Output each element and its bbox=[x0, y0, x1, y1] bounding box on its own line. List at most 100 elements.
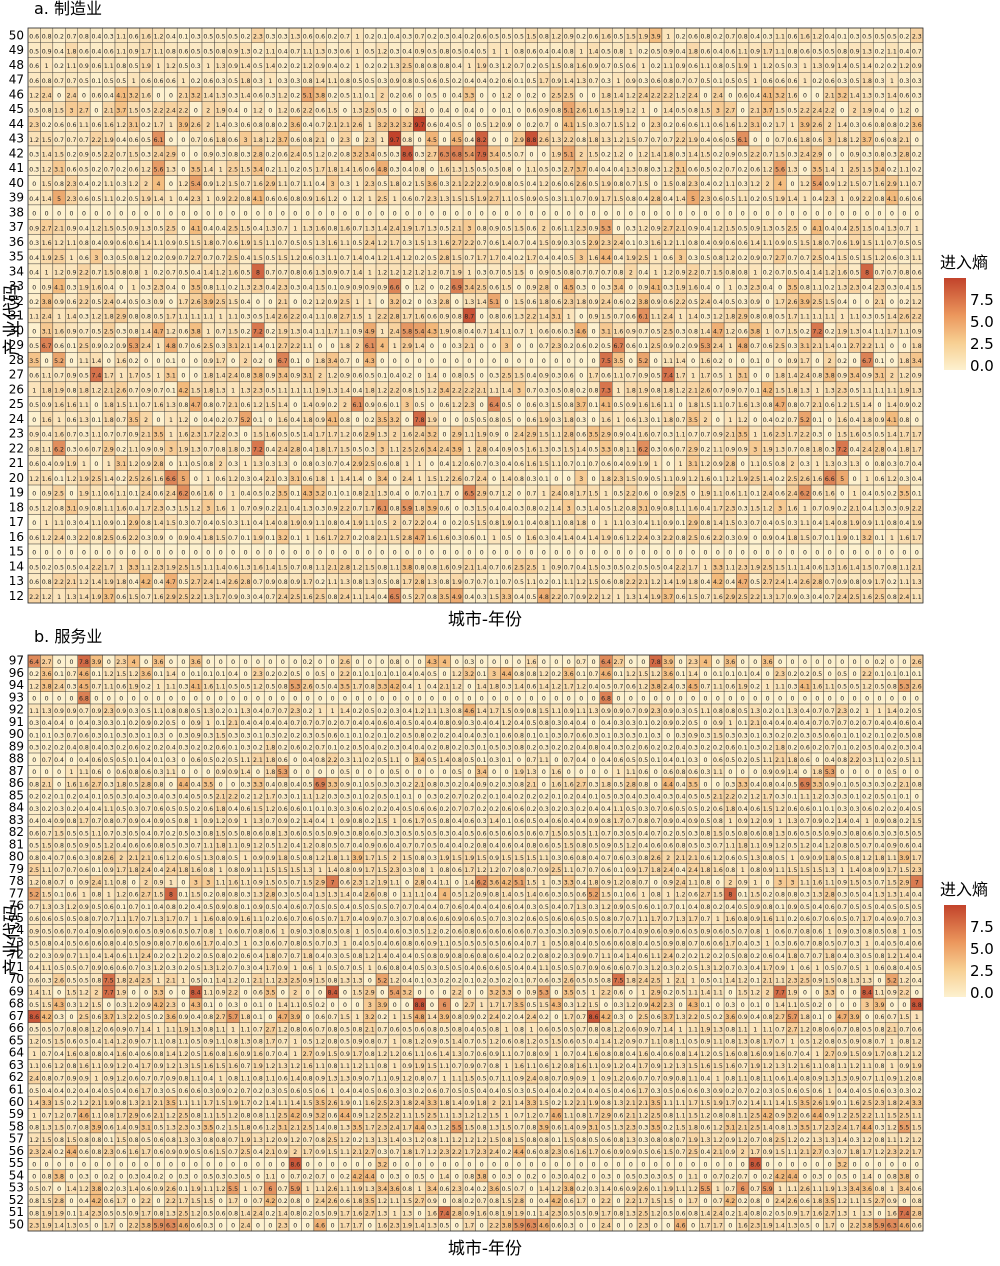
heatmap-a-cell-label: 4.1 bbox=[253, 196, 263, 203]
heatmap-a-cell-label: 0.4 bbox=[241, 255, 251, 262]
heatmap-a-cell-label: 2.8 bbox=[390, 314, 400, 321]
heatmap-a-cell-label: 3.1 bbox=[750, 122, 760, 129]
heatmap-a-cell-label: 0 bbox=[94, 211, 98, 218]
heatmap-a-cell-label: 0.1 bbox=[265, 535, 275, 542]
heatmap-a-cell-label: 0.8 bbox=[129, 255, 139, 262]
heatmap-a-cell-label: 0.2 bbox=[241, 34, 251, 41]
heatmap-a-cell-label: 0 bbox=[592, 476, 596, 483]
heatmap-a-cell-label: 0 bbox=[107, 358, 111, 365]
heatmap-a-cell-label: 1 bbox=[753, 78, 757, 85]
heatmap-a-cell-label: 0.9 bbox=[825, 63, 835, 70]
heatmap-a-cell-label: 0.6 bbox=[464, 461, 474, 468]
heatmap-a-cell-label: 0.6 bbox=[788, 137, 798, 144]
heatmap-a-cell-label: 0.2 bbox=[651, 63, 661, 70]
heatmap-a-cell-label: 1.2 bbox=[315, 299, 325, 306]
heatmap-a-cell-label: 0.7 bbox=[278, 270, 288, 277]
heatmap-a-cell-label: 0.5 bbox=[141, 107, 151, 114]
heatmap-a-cell-label: 1.6 bbox=[203, 491, 213, 498]
heatmap-a-cell-label: 0.6 bbox=[228, 137, 238, 144]
heatmap-a-cell-label: 0.6 bbox=[154, 491, 164, 498]
heatmap-a-cell-label: 1.6 bbox=[54, 402, 64, 409]
heatmap-a-cell-label: 1.3 bbox=[775, 446, 785, 453]
heatmap-a-cell-label: 1.8 bbox=[812, 446, 822, 453]
heatmap-a-cell-label: 1.5 bbox=[452, 196, 462, 203]
heatmap-a-cell-label: 0.9 bbox=[875, 417, 885, 424]
heatmap-a-cell-label: 0.7 bbox=[278, 225, 288, 232]
heatmap-a-cell-label: 0.4 bbox=[800, 270, 810, 277]
heatmap-a-cell-label: 1.3 bbox=[452, 166, 462, 173]
heatmap-a-cell-label: 0.1 bbox=[91, 78, 101, 85]
heatmap-a-cell-label: 1.7 bbox=[912, 446, 922, 453]
heatmap-a-cell-label: 0.4 bbox=[837, 225, 847, 232]
heatmap-a-cell-label: 1.2 bbox=[377, 270, 387, 277]
heatmap-a-cell-label: 1.1 bbox=[875, 328, 885, 335]
heatmap-a-cell-label: 2 bbox=[219, 461, 223, 468]
heatmap-a-cell-label: 1 bbox=[840, 166, 844, 173]
heatmap-a-cell-label: 0.7 bbox=[912, 48, 922, 55]
heatmap-a-cell-label: 0.5 bbox=[129, 196, 139, 203]
heatmap-a-cell-label: 2.2 bbox=[228, 196, 238, 203]
heatmap-a-cell-label: 1.4 bbox=[676, 358, 686, 365]
heatmap-a-cell-label: 0.3 bbox=[328, 48, 338, 55]
heatmap-a-cell-label: 0.5 bbox=[713, 373, 723, 380]
heatmap-a-cell-label: 0.4 bbox=[166, 284, 176, 291]
heatmap-a-cell-label: 0 bbox=[766, 358, 770, 365]
heatmap-a-cell-label: 0.6 bbox=[228, 240, 238, 247]
heatmap-a-cell-label: 0.3 bbox=[738, 181, 748, 188]
heatmap-a-cell-label: 2.7 bbox=[42, 225, 52, 232]
heatmap-a-cell-label: 1 bbox=[679, 461, 683, 468]
heatmap-a-cell-label: 2.9 bbox=[402, 343, 412, 350]
heatmap-a-cell-label: 0.9 bbox=[539, 373, 549, 380]
heatmap-a-cell-label: 0 bbox=[32, 328, 36, 335]
heatmap-a-cell-label: 0 bbox=[542, 211, 546, 218]
heatmap-a-cell-label: 1.5 bbox=[415, 181, 425, 188]
heatmap-a-cell-label: 0.6 bbox=[775, 491, 785, 498]
heatmap-a-cell-label: 3.1 bbox=[551, 314, 561, 321]
heatmap-a-cell-label: 0 bbox=[380, 358, 384, 365]
heatmap-a-cell-label: 0.6 bbox=[551, 225, 561, 232]
heatmap-a-cell-label: 1.5 bbox=[514, 299, 524, 306]
heatmap-a-cell-label: 1.6 bbox=[278, 417, 288, 424]
heatmap-a-cell-label: 2.3 bbox=[601, 240, 611, 247]
heatmap-a-cell-label: 0.7 bbox=[763, 255, 773, 262]
heatmap-a-cell-label: 0.8 bbox=[452, 314, 462, 321]
heatmap-a-cell-label: 1 bbox=[355, 48, 359, 55]
heatmap-a-cell-label: 1.9 bbox=[452, 270, 462, 277]
heatmap-a-cell-label: 0.8 bbox=[663, 505, 673, 512]
heatmap-a-cell-label: 0.2 bbox=[328, 34, 338, 41]
heatmap-a-cell-label: 0.7 bbox=[514, 63, 524, 70]
heatmap-a-cell-label: 2.6 bbox=[278, 314, 288, 321]
heatmap-a-cell-label: 0.4 bbox=[527, 181, 537, 188]
heatmap-a-cell-label: 0.6 bbox=[91, 122, 101, 129]
heatmap-a-cell-label: 0 bbox=[480, 343, 484, 350]
heatmap-a-cell-label: 0.5 bbox=[688, 299, 698, 306]
heatmap-a-cell-label: 0.7 bbox=[166, 270, 176, 277]
heatmap-a-cell-label: 1.5 bbox=[166, 520, 176, 527]
heatmap-a-cell-label: 0.5 bbox=[427, 48, 437, 55]
heatmap-a-row-label: 35 bbox=[9, 250, 24, 264]
heatmap-a-cell-label: 0.3 bbox=[651, 166, 661, 173]
heatmap-a-cell-label: 0.7 bbox=[788, 417, 798, 424]
heatmap-a-cell-label: 0 bbox=[181, 358, 185, 365]
heatmap-a-cell-label: 0 bbox=[355, 417, 359, 424]
heatmap-a-cell-label: 0 bbox=[840, 152, 844, 159]
heatmap-a-cell-label: 2.1 bbox=[265, 476, 275, 483]
heatmap-a-cell-label: 0.4 bbox=[912, 476, 922, 483]
heatmap-a-cell-label: 0.3 bbox=[788, 63, 798, 70]
heatmap-a-row-label: 38 bbox=[9, 205, 24, 219]
heatmap-a-cell-label: 0.6 bbox=[67, 299, 77, 306]
heatmap-a-cell-label: 0.4 bbox=[303, 284, 313, 291]
heatmap-a-cell-label: 3.9 bbox=[178, 122, 188, 129]
heatmap-a-cell-label: 1.5 bbox=[701, 152, 711, 159]
heatmap-a-cell-label: 0.3 bbox=[79, 314, 89, 321]
heatmap-a-cell-label: 1.1 bbox=[775, 48, 785, 55]
heatmap-a-cell-label: 0 bbox=[393, 476, 397, 483]
heatmap-a-cell-label: 0.6 bbox=[290, 137, 300, 144]
heatmap-a-cell-label: 1 bbox=[791, 122, 795, 129]
heatmap-a-cell-label: 0.2 bbox=[228, 284, 238, 291]
heatmap-a-cell-label: 2.5 bbox=[166, 225, 176, 232]
heatmap-a-cell-label: 0 bbox=[442, 373, 446, 380]
heatmap-a-cell-label: 0.3 bbox=[837, 461, 847, 468]
heatmap-a-cell-label: 2.5 bbox=[663, 328, 673, 335]
heatmap-a-cell-label: 0 bbox=[70, 491, 74, 498]
